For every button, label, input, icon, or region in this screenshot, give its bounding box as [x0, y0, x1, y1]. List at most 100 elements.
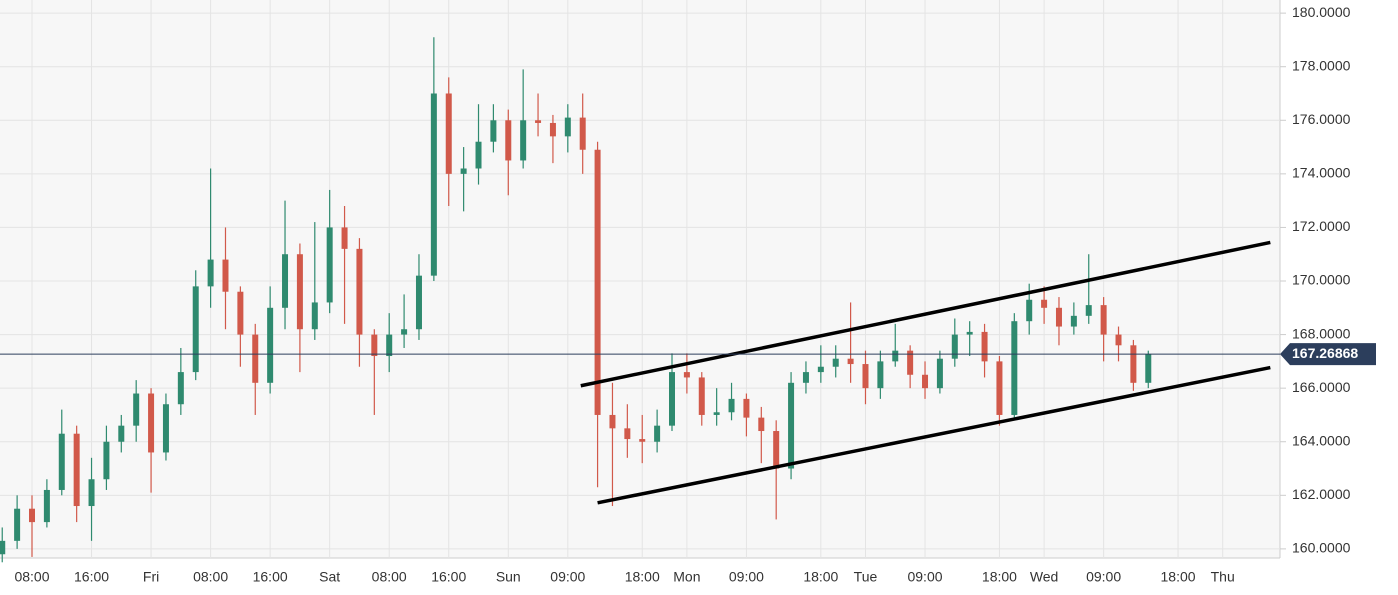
candle-body — [252, 334, 259, 383]
candle-body — [609, 414, 616, 429]
candle-body — [430, 93, 437, 276]
candle-body — [951, 334, 958, 359]
candle-body — [639, 439, 646, 442]
candle-body — [490, 120, 497, 142]
candle-body — [832, 358, 839, 367]
candle-body — [460, 168, 467, 174]
y-tick-label: 172.0000 — [1292, 218, 1351, 234]
x-tick-label: 09:00 — [907, 569, 942, 585]
candle-body — [1055, 307, 1062, 327]
x-tick-label: Mon — [673, 569, 700, 585]
candle-body — [282, 254, 289, 308]
candle-body — [936, 358, 943, 389]
x-tick-label: Fri — [143, 569, 159, 585]
candle-body — [58, 433, 65, 490]
candle-body — [1070, 315, 1077, 327]
candle-body — [148, 393, 155, 453]
x-tick-label: 16:00 — [431, 569, 466, 585]
last-price-tag — [1280, 343, 1376, 366]
candle-body — [877, 361, 884, 389]
candle-body — [922, 374, 929, 389]
x-tick-label: 18:00 — [625, 569, 660, 585]
candle-body — [966, 331, 973, 335]
candle-body — [1026, 299, 1033, 322]
candle-body — [341, 227, 348, 249]
candle-body — [1085, 305, 1092, 316]
candle-body — [713, 412, 720, 415]
x-tick-label: Tue — [854, 569, 878, 585]
candle-body — [549, 122, 556, 137]
candle-body — [817, 366, 824, 373]
x-tick-label: 18:00 — [1161, 569, 1196, 585]
candle-body — [981, 331, 988, 362]
candle-body — [505, 120, 512, 161]
candle-body — [758, 417, 765, 432]
candle-body — [386, 334, 393, 357]
y-tick-label: 170.0000 — [1292, 272, 1351, 288]
candle-body — [177, 372, 184, 405]
x-tick-label: 09:00 — [1086, 569, 1121, 585]
x-tick-label: 16:00 — [253, 569, 288, 585]
candle-body — [743, 398, 750, 418]
y-tick-label: 178.0000 — [1292, 57, 1351, 73]
candle-body — [356, 248, 363, 335]
candle-body — [475, 141, 482, 169]
candle-body — [1130, 345, 1137, 383]
y-tick-label: 176.0000 — [1292, 111, 1351, 127]
candle-body — [401, 329, 408, 335]
candle-body — [14, 508, 21, 541]
candle-body — [43, 489, 50, 523]
y-tick-label: 166.0000 — [1292, 379, 1351, 395]
candle-body — [564, 117, 571, 137]
candle-body — [802, 372, 809, 383]
trendline — [580, 240, 1271, 388]
x-tick-label: Wed — [1030, 569, 1059, 585]
candle-body — [847, 358, 854, 365]
candle-body — [192, 286, 199, 373]
x-tick-label: Thu — [1211, 569, 1235, 585]
candle-body — [445, 93, 452, 174]
candle-body — [669, 372, 675, 426]
candle-body — [1145, 354, 1152, 383]
candle-body — [237, 291, 244, 335]
candle-body — [103, 441, 110, 480]
candle-body — [415, 275, 422, 330]
candle-body — [88, 479, 95, 507]
candle-body — [118, 425, 125, 442]
candle-body — [520, 120, 527, 161]
candle-body — [1100, 305, 1107, 335]
candle-body — [862, 364, 869, 389]
x-tick-label: 18:00 — [803, 569, 838, 585]
y-tick-label: 160.0000 — [1292, 540, 1351, 556]
candle-body — [773, 431, 780, 469]
candle-body — [624, 428, 631, 440]
candle-body — [683, 372, 690, 378]
candle-body — [788, 382, 795, 469]
trendline — [597, 365, 1271, 505]
candle-body — [892, 350, 899, 362]
candle-body — [207, 259, 214, 287]
candle-body — [133, 393, 140, 426]
candle-body — [311, 302, 318, 330]
last-price-label: 167.26868 — [1292, 345, 1358, 361]
candle-body — [535, 120, 542, 123]
candle-body — [326, 227, 333, 303]
candle-body — [0, 540, 6, 555]
candle-body — [907, 350, 914, 375]
candle-body — [73, 433, 80, 507]
x-tick-label: 08:00 — [14, 569, 49, 585]
candle-body — [1041, 299, 1048, 308]
x-tick-label: 08:00 — [372, 569, 407, 585]
y-tick-label: 168.0000 — [1292, 325, 1351, 341]
candle-body — [728, 398, 735, 413]
y-tick-label: 164.0000 — [1292, 432, 1351, 448]
x-tick-label: 18:00 — [982, 569, 1017, 585]
candle-body — [1011, 321, 1018, 415]
candle-body — [29, 508, 35, 523]
candle-body — [698, 377, 705, 415]
candle-body — [296, 254, 303, 330]
candle-body — [222, 259, 229, 292]
x-tick-label: Sun — [496, 569, 521, 585]
